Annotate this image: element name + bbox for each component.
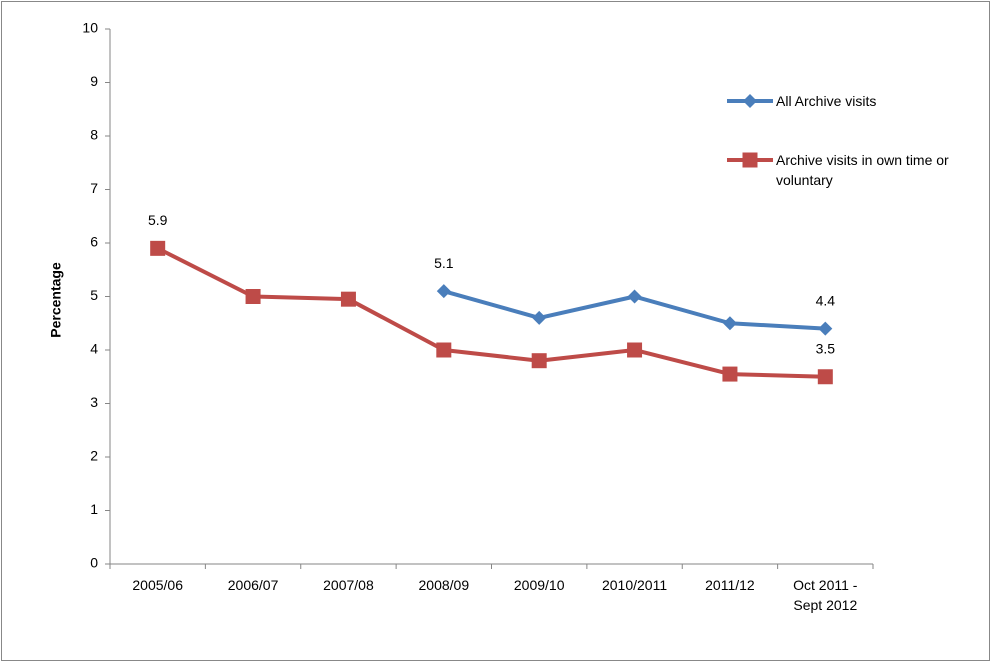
y-tick-label: 9 xyxy=(90,73,98,89)
x-tick-label: Oct 2011 - Sept 2012 xyxy=(793,577,858,613)
y-tick-label: 2 xyxy=(90,448,98,464)
legend-marker xyxy=(742,152,758,168)
series-line xyxy=(156,246,826,379)
y-tick-label: 7 xyxy=(90,180,98,196)
legend-label: Archive visits in own time or voluntary xyxy=(776,152,949,188)
data-point xyxy=(627,289,642,304)
y-tick-label: 3 xyxy=(90,394,98,410)
data-point xyxy=(817,369,833,385)
data-point xyxy=(627,342,643,358)
y-tick-label: 10 xyxy=(82,20,98,36)
data-label: 4.4 xyxy=(816,292,836,308)
data-point xyxy=(436,342,452,358)
data-point xyxy=(150,240,166,256)
data-label: 5.9 xyxy=(148,212,168,228)
data-point xyxy=(340,291,356,307)
data-point xyxy=(722,316,737,331)
data-point xyxy=(245,289,261,304)
data-point xyxy=(436,284,451,299)
y-tick-label: 0 xyxy=(90,555,98,571)
data-point xyxy=(818,321,833,336)
data-point xyxy=(532,310,547,325)
y-tick-label: 4 xyxy=(90,341,98,357)
legend-label: All Archive visits xyxy=(776,93,877,109)
x-tick-label: 2009/10 xyxy=(513,577,565,593)
legend-marker xyxy=(743,94,757,108)
y-tick-label: 6 xyxy=(90,234,98,250)
x-tick-label: 2005/06 xyxy=(132,577,183,593)
x-tick-label: 2006/07 xyxy=(227,577,279,593)
x-tick-label: 2011/12 xyxy=(705,577,755,593)
y-tick-label: 8 xyxy=(90,127,98,143)
x-tick-label: 2008/09 xyxy=(418,577,470,593)
y-tick-label: 5 xyxy=(90,287,98,303)
data-point xyxy=(722,366,738,382)
x-tick-label: 2007/08 xyxy=(323,577,374,593)
x-tick-label: 2010/2011 xyxy=(601,577,668,593)
y-axis-label: Percentage xyxy=(48,262,64,338)
y-tick-label: 1 xyxy=(90,501,98,517)
data-point xyxy=(531,353,547,369)
data-label: 5.1 xyxy=(434,255,454,271)
data-label: 3.5 xyxy=(816,340,836,356)
